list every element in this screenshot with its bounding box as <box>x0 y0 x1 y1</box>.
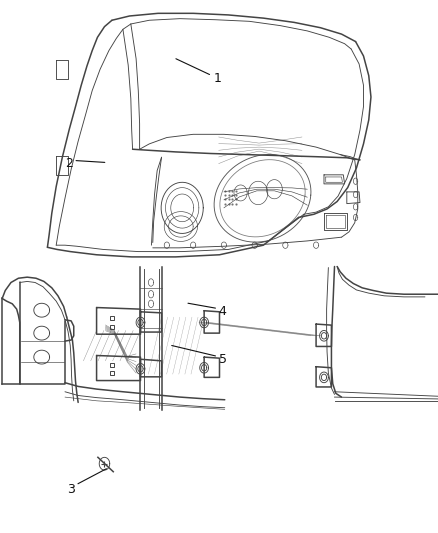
Text: 3: 3 <box>67 483 75 496</box>
Text: 1: 1 <box>213 72 221 85</box>
Text: 5: 5 <box>218 353 226 366</box>
Text: 2: 2 <box>65 157 73 170</box>
Text: 4: 4 <box>218 305 226 318</box>
